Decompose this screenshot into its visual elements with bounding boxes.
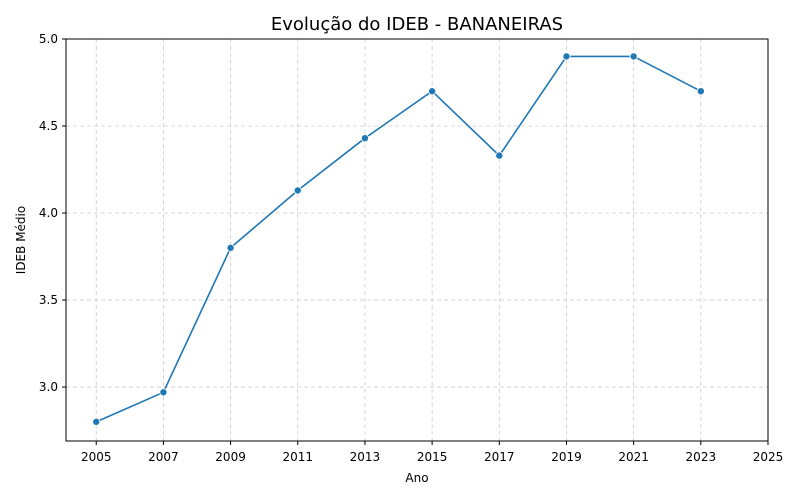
y-tick-label: 3.5 <box>39 293 58 307</box>
y-tick-label: 5.0 <box>39 32 58 46</box>
data-point <box>293 186 302 195</box>
data-point <box>629 52 638 61</box>
y-axis-label: IDEB Médio <box>14 206 28 274</box>
x-tick-label: 2017 <box>484 450 515 464</box>
x-tick-label: 2007 <box>148 450 179 464</box>
grid-lines <box>66 38 769 441</box>
data-point <box>92 417 101 426</box>
y-tick-label: 4.5 <box>39 119 58 133</box>
x-tick-label: 2011 <box>282 450 313 464</box>
series-line <box>95 55 702 423</box>
x-tick-label: 2023 <box>686 450 717 464</box>
y-tick-label: 3.0 <box>39 380 58 394</box>
data-point <box>360 134 369 143</box>
x-tick-label: 2019 <box>551 450 582 464</box>
y-axis: 3.0 3.5 4.0 4.5 5.0 <box>39 32 66 394</box>
series-layer <box>92 52 705 426</box>
x-tick-label: 2009 <box>215 450 246 464</box>
data-point <box>562 52 571 61</box>
chart-title: Evolução do IDEB - BANANEIRAS <box>271 14 563 35</box>
x-tick-label: 2013 <box>350 450 381 464</box>
data-point <box>159 388 168 397</box>
x-tick-label: 2025 <box>753 450 784 464</box>
data-point <box>226 243 235 252</box>
x-tick-label: 2005 <box>81 450 112 464</box>
plot-frame <box>65 38 769 442</box>
data-point <box>696 87 705 96</box>
x-axis: 2005 2007 2009 2011 2013 2015 2017 2019 2021 2023… <box>81 441 783 464</box>
data-point <box>495 151 504 160</box>
x-tick-label: 2021 <box>618 450 649 464</box>
data-point <box>428 87 437 96</box>
x-axis-label: Ano <box>405 471 428 485</box>
x-tick-label: 2015 <box>417 450 448 464</box>
y-tick-label: 4.0 <box>39 206 58 220</box>
